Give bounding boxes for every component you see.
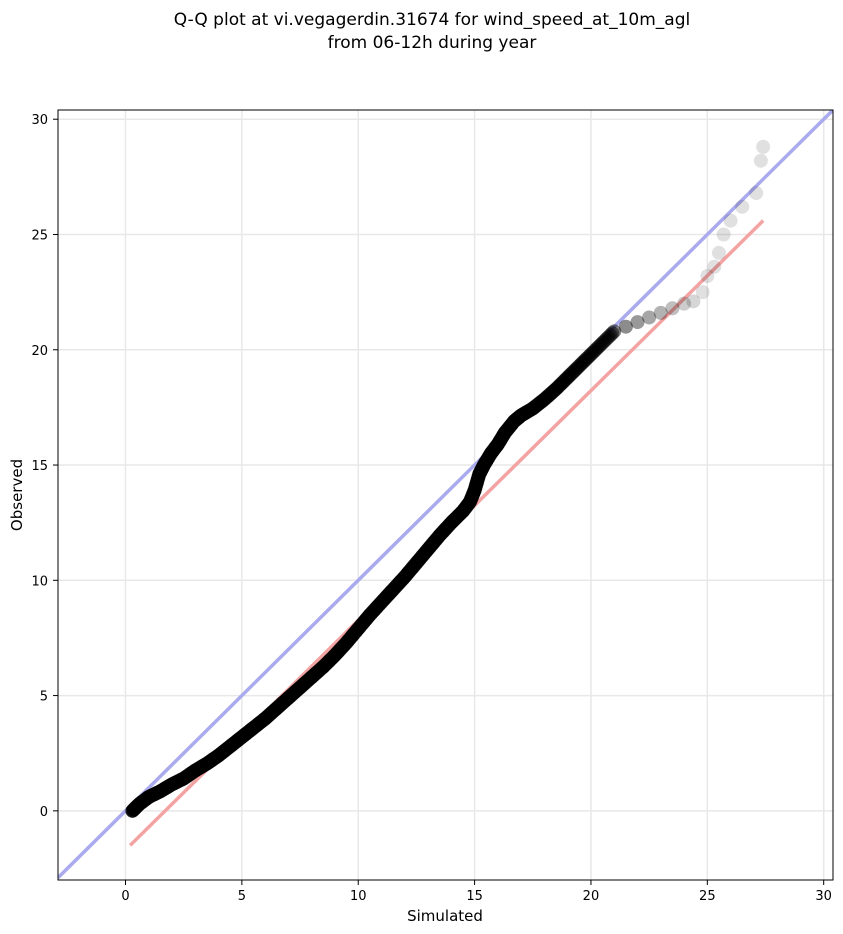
data-point: [716, 227, 731, 242]
y-tick-label: 5: [40, 690, 48, 705]
data-point: [653, 305, 668, 320]
y-tick-label: 25: [31, 228, 48, 243]
x-tick-label: 25: [699, 889, 716, 904]
x-tick-label: 15: [466, 889, 483, 904]
x-tick-label: 10: [350, 889, 367, 904]
data-point: [711, 245, 726, 260]
data-point: [735, 199, 750, 214]
data-point: [665, 301, 680, 316]
data-point: [707, 259, 722, 274]
data-point: [749, 185, 764, 200]
y-tick-label: 0: [40, 805, 48, 820]
data-point: [677, 296, 692, 311]
axis-ticks: 0 5 10 15 20 25 30 0 5 10 15 20 25 30: [31, 113, 832, 904]
scatter-points: [125, 139, 771, 818]
data-point: [607, 324, 622, 339]
reference-lines: [58, 110, 833, 879]
data-point: [700, 268, 715, 283]
chart-subtitle: from 06-12h during year: [328, 33, 537, 53]
y-tick-label: 15: [31, 459, 48, 474]
data-point: [753, 153, 768, 168]
y-axis-label: Observed: [8, 459, 26, 531]
grid: [58, 110, 833, 880]
x-tick-label: 20: [583, 889, 600, 904]
chart-title: Q-Q plot at vi.vegagerdin.31674 for wind…: [174, 10, 690, 30]
data-point: [756, 139, 771, 154]
plot-frame: [57, 109, 834, 881]
data-point: [630, 315, 645, 330]
y-tick-label: 10: [31, 574, 48, 589]
y-tick-label: 20: [31, 344, 48, 359]
data-point: [686, 294, 701, 309]
x-tick-label: 0: [121, 889, 129, 904]
data-point: [618, 319, 633, 334]
x-tick-label: 30: [815, 889, 832, 904]
y-tick-label: 30: [31, 113, 48, 128]
x-axis-label: Simulated: [407, 907, 483, 925]
data-point: [723, 213, 738, 228]
x-tick-label: 5: [238, 889, 246, 904]
data-point: [695, 285, 710, 300]
identity-line: [58, 110, 833, 879]
data-point: [642, 310, 657, 325]
